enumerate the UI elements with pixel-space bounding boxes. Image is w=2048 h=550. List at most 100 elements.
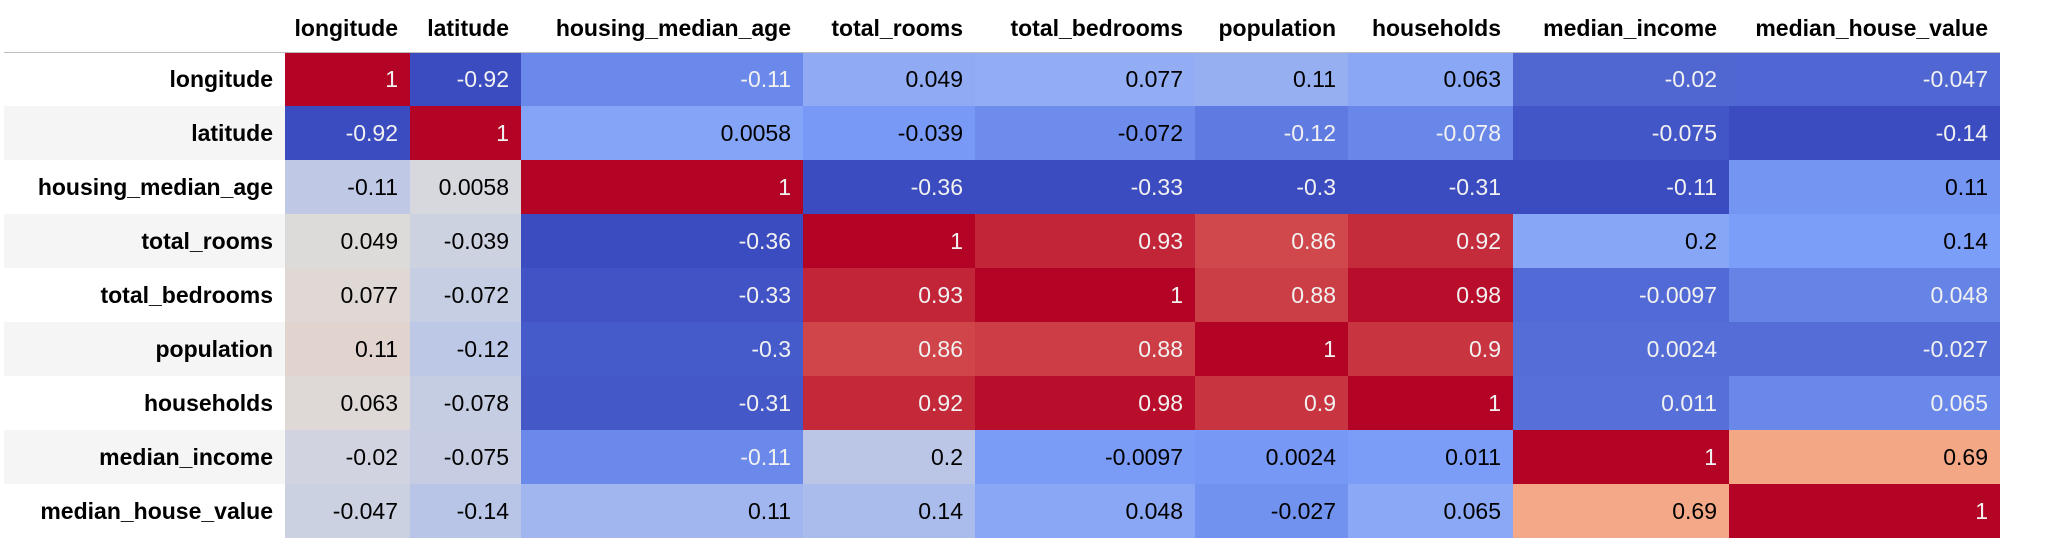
heatmap-cell: 0.063	[1348, 52, 1513, 106]
heatmap-cell: -0.36	[803, 160, 975, 214]
heatmap-cell: 0.011	[1348, 430, 1513, 484]
heatmap-cell: 0.14	[1729, 214, 2000, 268]
heatmap-cell: -0.14	[1729, 106, 2000, 160]
heatmap-cell: -0.075	[1513, 106, 1729, 160]
heatmap-cell: -0.072	[975, 106, 1195, 160]
heatmap-cell: 0.065	[1729, 376, 2000, 430]
column-header-median-house-value: median_house_value	[1729, 5, 2000, 53]
heatmap-cell: 0.2	[1513, 214, 1729, 268]
table-row: total_bedrooms 0.077 -0.072 -0.33 0.93 1 0.88 0…	[4, 268, 2000, 322]
row-header-total-rooms: total_rooms	[4, 214, 285, 268]
heatmap-cell: 1	[410, 106, 521, 160]
heatmap-cell: -0.11	[521, 430, 803, 484]
column-header-row-group: longitude latitude housing_median_age total…	[4, 5, 2000, 53]
heatmap-cell: -0.0097	[1513, 268, 1729, 322]
heatmap-body: longitude 1 -0.92 -0.11 0.049 0.077 0.11 0.063-…	[4, 52, 2000, 538]
heatmap-cell: 0.14	[803, 484, 975, 538]
heatmap-cell: -0.11	[521, 52, 803, 106]
heatmap-cell: -0.92	[410, 52, 521, 106]
heatmap-cell: 0.0024	[1195, 430, 1348, 484]
heatmap-cell: 0.077	[975, 52, 1195, 106]
column-header-total-rooms: total_rooms	[803, 5, 975, 53]
column-header-population: population	[1195, 5, 1348, 53]
heatmap-cell: -0.33	[521, 268, 803, 322]
table-row: population 0.11 -0.12 -0.3 0.86 0.88 1 0.9 0.002…	[4, 322, 2000, 376]
column-header-latitude: latitude	[410, 5, 521, 53]
heatmap-cell: 0.92	[803, 376, 975, 430]
row-header-longitude: longitude	[169, 65, 273, 92]
heatmap-cell: -0.3	[521, 322, 803, 376]
heatmap-cell: 0.011	[1513, 376, 1729, 430]
heatmap-cell: -0.072	[410, 268, 521, 322]
column-header-median-income: median_income	[1513, 5, 1729, 53]
heatmap-cell: 0.0058	[410, 160, 521, 214]
table-row: households 0.063 -0.078 -0.31 0.92 0.98 0.9 1 0.…	[4, 376, 2000, 430]
table-row: median_income -0.02 -0.075 -0.11 0.2 -0.0097 0…	[4, 430, 2000, 484]
heatmap-cell: -0.047	[1729, 52, 2000, 106]
heatmap-cell: 0.077	[285, 268, 410, 322]
heatmap-cell: 0.86	[1195, 214, 1348, 268]
column-header-households: households	[1348, 5, 1513, 53]
heatmap-cell: -0.11	[285, 160, 410, 214]
correlation-heatmap-table: longitude latitude housing_median_age total…	[4, 5, 2000, 538]
heatmap-cell: 0.93	[975, 214, 1195, 268]
heatmap-cell: 0.69	[1513, 484, 1729, 538]
heatmap-cell: 0.0024	[1513, 322, 1729, 376]
heatmap-cell: 0.11	[1195, 52, 1348, 106]
heatmap-cell: -0.3	[1195, 160, 1348, 214]
heatmap-cell: -0.92	[285, 106, 410, 160]
heatmap-cell: -0.039	[803, 106, 975, 160]
row-header-population: population	[4, 322, 285, 376]
heatmap-cell: 0.88	[1195, 268, 1348, 322]
heatmap-cell: 0.86	[803, 322, 975, 376]
heatmap-cell: 0.048	[1729, 268, 2000, 322]
heatmap-cell: 0.93	[803, 268, 975, 322]
heatmap-cell: 1	[803, 214, 975, 268]
column-header-total-bedrooms: total_bedrooms	[975, 5, 1195, 53]
heatmap-cell: -0.078	[1348, 106, 1513, 160]
heatmap-cell: 0.2	[803, 430, 975, 484]
heatmap-cell: 1	[1195, 322, 1348, 376]
heatmap-cell: 0.88	[975, 322, 1195, 376]
heatmap-cell: 1	[1729, 484, 2000, 538]
heatmap-cell: -0.039	[410, 214, 521, 268]
heatmap-cell: -0.11	[1513, 160, 1729, 214]
row-header-total-bedrooms: total_bedrooms	[100, 281, 273, 308]
table-row: longitude 1 -0.92 -0.11 0.049 0.077 0.11 0.063-…	[4, 52, 2000, 106]
table-row: median_house_value -0.047 -0.14 0.11 0.14 0.0…	[4, 484, 2000, 538]
heatmap-cell: 0.9	[1348, 322, 1513, 376]
row-header-median-income: median_income	[4, 430, 285, 484]
heatmap-cell: -0.12	[1195, 106, 1348, 160]
row-header-housing-median-age: housing_median_age	[37, 173, 273, 200]
column-header-row: longitude latitude housing_median_age total…	[4, 5, 2000, 53]
heatmap-cell: 1	[1513, 430, 1729, 484]
heatmap-cell: -0.14	[410, 484, 521, 538]
heatmap-cell: 0.11	[521, 484, 803, 538]
heatmap-cell: -0.027	[1729, 322, 2000, 376]
heatmap-cell: 0.98	[1348, 268, 1513, 322]
heatmap-cell: 0.69	[1729, 430, 2000, 484]
heatmap-cell: -0.02	[285, 430, 410, 484]
heatmap-cell: -0.047	[285, 484, 410, 538]
heatmap-cell: 1	[285, 52, 410, 106]
heatmap-cell: -0.31	[521, 376, 803, 430]
heatmap-cell: 0.9	[1195, 376, 1348, 430]
heatmap-cell: 0.11	[285, 322, 410, 376]
row-header-households: households	[143, 389, 273, 416]
column-header-housing-median-age: housing_median_age	[521, 5, 803, 53]
heatmap-cell: -0.02	[1513, 52, 1729, 106]
heatmap-cell: -0.027	[1195, 484, 1348, 538]
heatmap-cell: -0.31	[1348, 160, 1513, 214]
corner-cell	[4, 5, 285, 53]
heatmap-cell: -0.0097	[975, 430, 1195, 484]
heatmap-cell: 0.049	[285, 214, 410, 268]
heatmap-cell: -0.075	[410, 430, 521, 484]
table-row: latitude -0.92 1 0.0058 -0.039 -0.072 -0.12 -0.…	[4, 106, 2000, 160]
heatmap-cell: -0.12	[410, 322, 521, 376]
heatmap-cell: 0.065	[1348, 484, 1513, 538]
column-header-longitude: longitude	[285, 5, 410, 53]
heatmap-cell: 0.063	[285, 376, 410, 430]
heatmap-cell: -0.078	[410, 376, 521, 430]
heatmap-cell: 0.92	[1348, 214, 1513, 268]
row-header-latitude: latitude	[4, 106, 285, 160]
